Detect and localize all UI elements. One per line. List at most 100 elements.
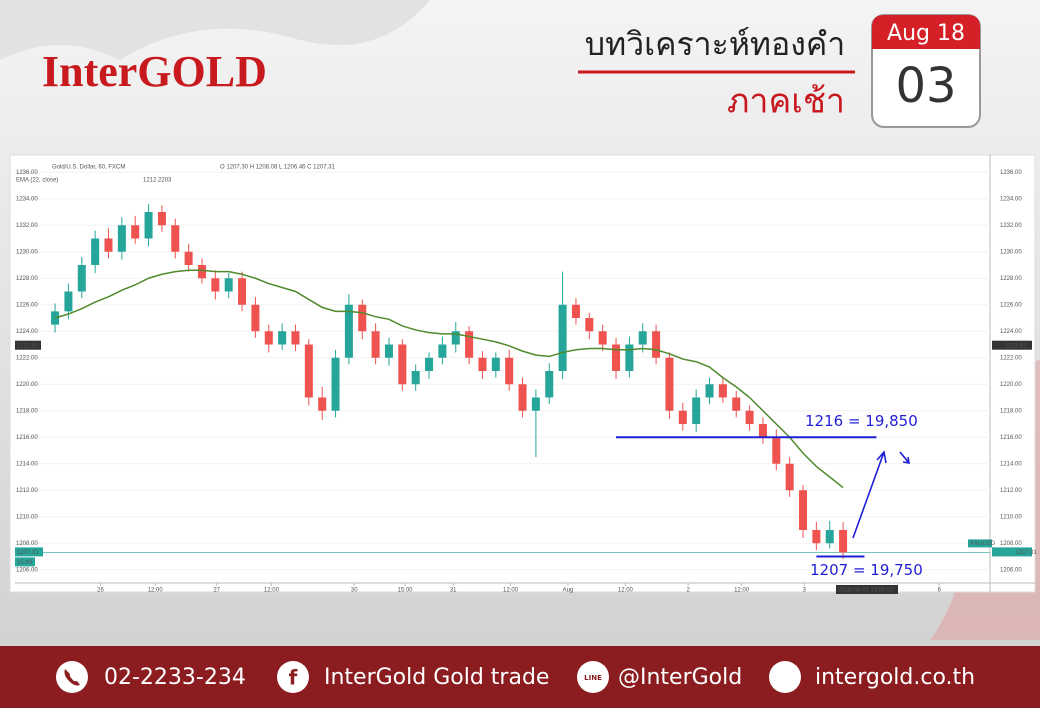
candle-body (197, 265, 206, 279)
x-tick-label: 2 (686, 588, 690, 594)
level-label: 1207 = 19,750 (810, 561, 923, 579)
badge (992, 547, 1032, 557)
candle-body (117, 225, 126, 252)
y-tick-label: 1232.00 (1000, 223, 1022, 229)
facebook-glyph: f (289, 666, 298, 690)
candle-body (157, 212, 166, 226)
y-tick-label: 1228.00 (1000, 276, 1022, 282)
x-tick-label: 30 (351, 588, 358, 594)
candle-body (598, 331, 607, 345)
candle-body (291, 331, 300, 345)
candle-body (531, 397, 540, 411)
candle-body (251, 304, 260, 332)
candle-body (665, 357, 674, 411)
y-tick-label: 1230.00 (1000, 249, 1022, 255)
candle-body (558, 304, 567, 371)
y-tick-label-left: 1216.00 (16, 435, 38, 441)
candle-body (238, 278, 247, 305)
x-tick-label: 26 (97, 588, 104, 594)
brand: InterGOLD (42, 47, 267, 96)
y-tick-label: 1210.00 (1000, 514, 1022, 520)
candle-body (772, 437, 781, 464)
y-tick-label-left: 1210.00 (16, 514, 38, 520)
candle-body (264, 331, 273, 345)
candle-body (545, 371, 554, 398)
candle-body (371, 331, 380, 358)
badge (15, 340, 41, 350)
chart: 1206.00 1206.00 1208.00 1208.00 1210.00 1210.… (15, 155, 1037, 594)
candle-body (799, 490, 808, 530)
arrow (899, 451, 910, 464)
candle-body (104, 238, 113, 252)
candle-body (718, 384, 727, 398)
y-tick-label-left: 1228.00 (16, 276, 38, 282)
line: @InterGold (618, 665, 742, 690)
y-tick-label: 1218.00 (1000, 408, 1022, 414)
x-tick-label: 6 (938, 588, 942, 594)
ema-value: 1212.2203 (143, 178, 172, 184)
candle-body (384, 344, 393, 358)
calendar-top (872, 15, 980, 49)
y-tick-label-left: 1234.00 (16, 196, 38, 202)
candle-body (77, 265, 86, 292)
badge (15, 557, 35, 567)
y-tick-label-left: 1224.00 (16, 329, 38, 335)
subtitle: ภาคเช้า (727, 82, 845, 122)
candle-body (411, 371, 420, 385)
y-tick-label-left: 1218.00 (16, 408, 38, 414)
y-tick-label-left: 1232.00 (16, 223, 38, 229)
candle-body (398, 344, 407, 385)
calendar-month: Aug 18 (887, 21, 965, 46)
x-tick-label: 12:00 (264, 588, 280, 594)
candle-body (745, 410, 754, 424)
y-tick-label: 1234.00 (1000, 196, 1022, 202)
candle-body (425, 357, 434, 371)
candle-body (344, 304, 353, 358)
x-tick-label: Aug (563, 588, 574, 594)
candle-body (278, 331, 287, 345)
x-tick-label: 12:00 (503, 588, 519, 594)
y-tick-label: 1214.00 (1000, 461, 1022, 467)
candle-body (91, 238, 100, 265)
y-tick-label: 1236.00 (1000, 170, 1022, 176)
y-tick-label: 1222.00 (1000, 355, 1022, 361)
y-tick-label: 1206.00 (1000, 567, 1022, 573)
candle-body (692, 397, 701, 424)
candle-body (652, 331, 661, 358)
candle-body (825, 530, 834, 544)
ema-name: EMA (22, close) (16, 178, 58, 184)
calendar: Aug 18 03 (871, 14, 981, 128)
candle-body (571, 304, 580, 318)
candle-body (839, 530, 848, 553)
y-tick-label-left: 1236.00 (16, 170, 38, 176)
x-tick-label: 31 (450, 588, 457, 594)
candle-body (318, 397, 327, 411)
y-tick-label: 1220.00 (1000, 382, 1022, 388)
line-icon (577, 661, 609, 693)
line-glyph: LINE (584, 674, 602, 682)
candle-body (505, 357, 514, 385)
candle-body (518, 384, 527, 411)
candle-body (171, 225, 180, 252)
countdown: 15:49 (17, 560, 33, 566)
footer-band (0, 646, 1040, 708)
candle-body (331, 357, 340, 411)
badge (992, 340, 1032, 350)
candle-body (612, 344, 621, 371)
x-tick-label: 15:00 (397, 588, 413, 594)
candle-body (758, 424, 767, 438)
time-label: 2018-08-03 13:00:00 (838, 588, 894, 594)
candle-body (358, 304, 367, 332)
candle-body (211, 278, 220, 292)
website: intergold.co.th (815, 665, 975, 690)
symbol: XAUUSD (970, 541, 996, 547)
y-tick-label-left: 1230.00 (16, 249, 38, 255)
y-tick-label-left: 1206.00 (16, 567, 38, 573)
candle-body (438, 344, 447, 358)
arrow (852, 450, 887, 539)
badge (968, 539, 992, 548)
y-tick-label-left: 1226.00 (16, 302, 38, 308)
phone-icon (56, 661, 88, 693)
candle-body (224, 278, 233, 292)
